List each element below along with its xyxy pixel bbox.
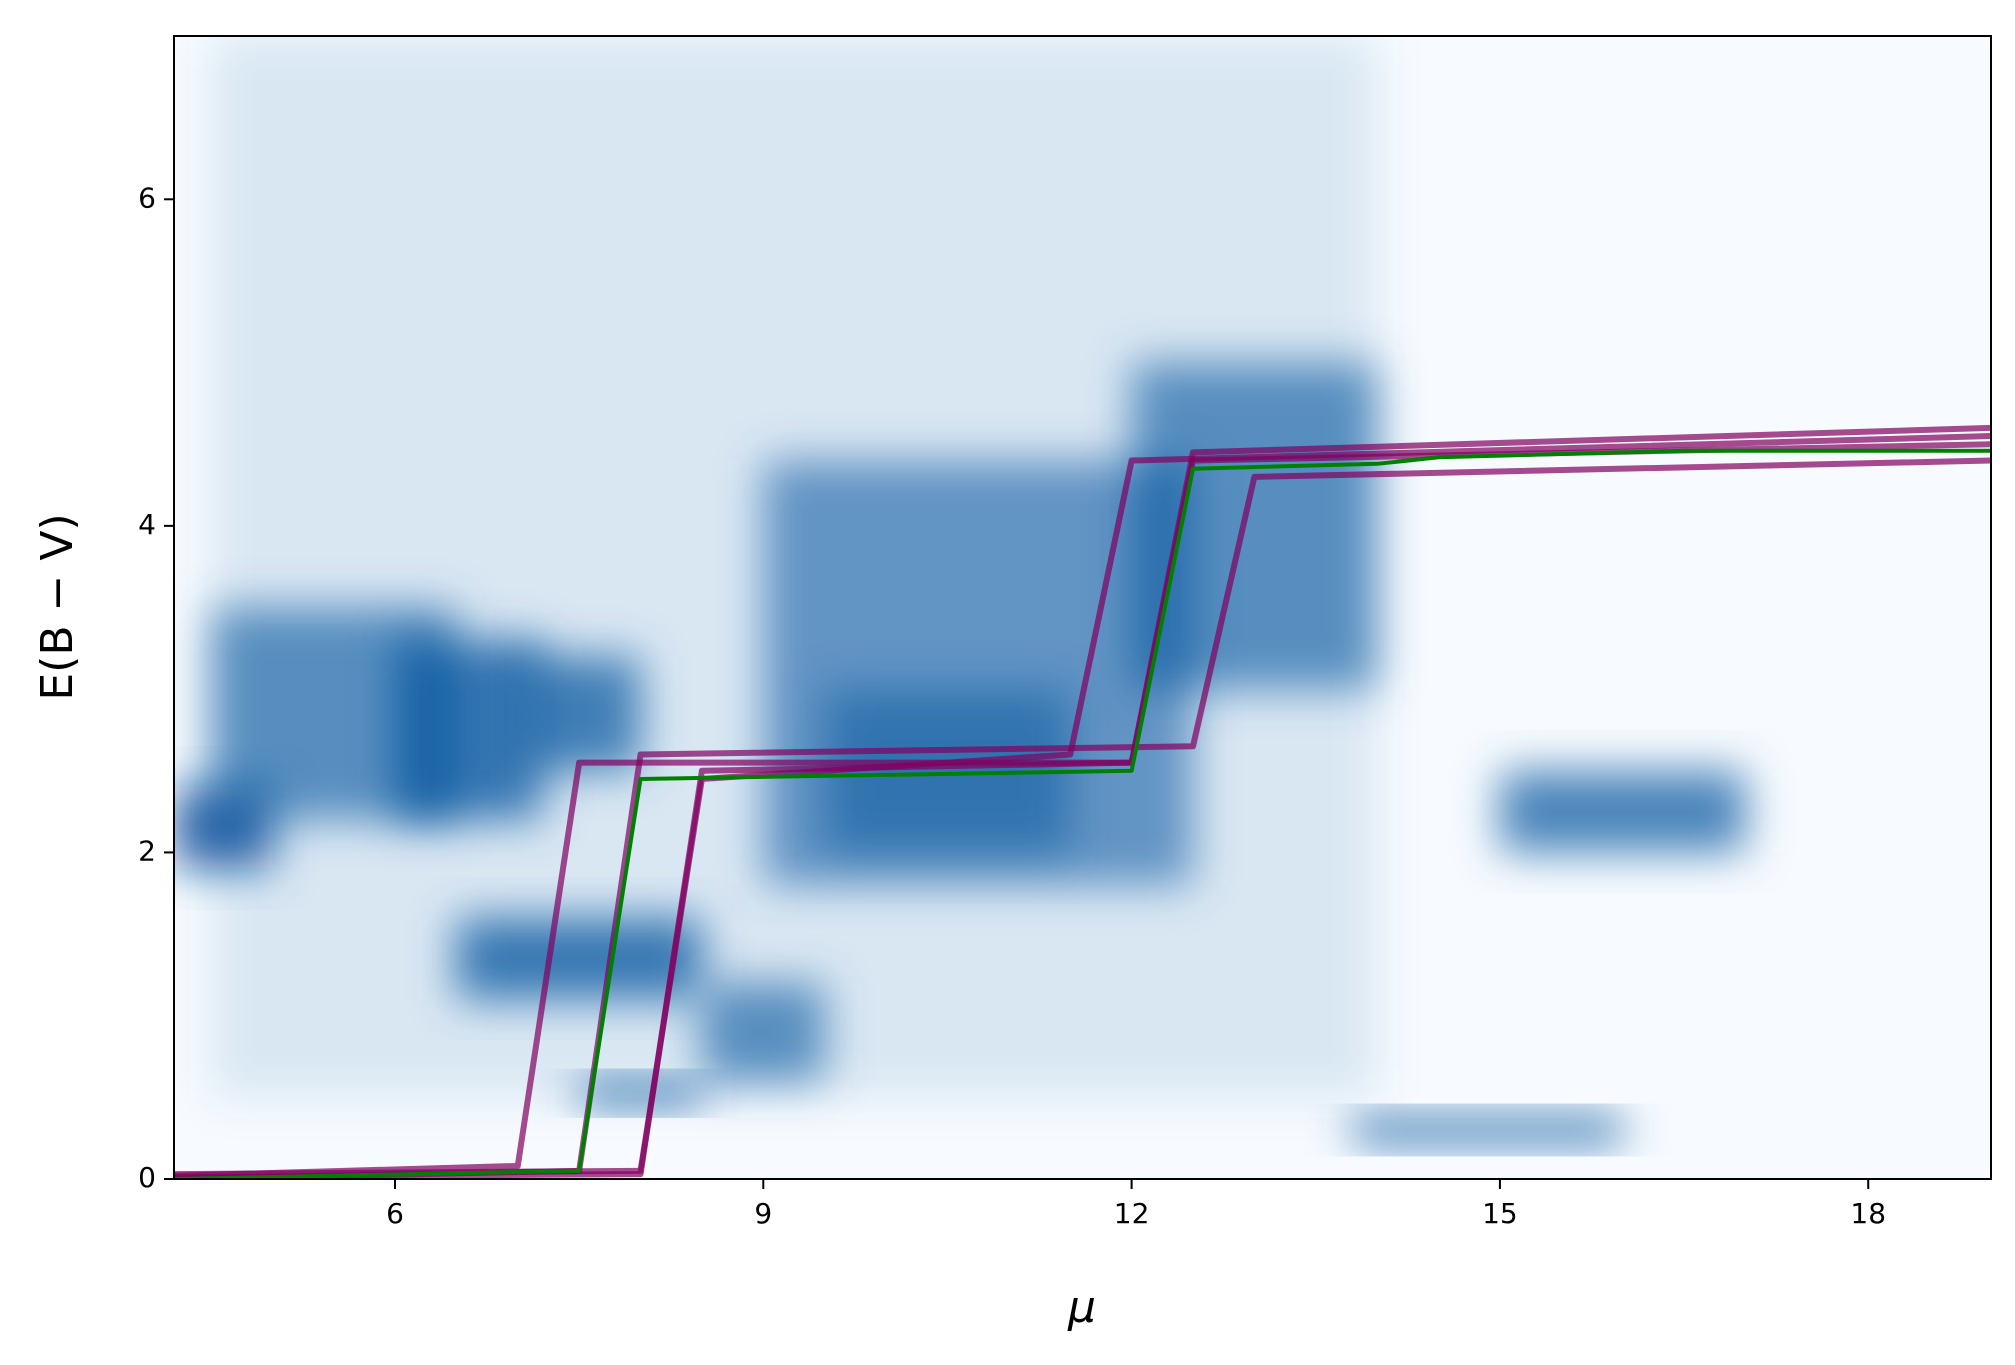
density-region xyxy=(1499,770,1746,853)
line-series xyxy=(174,424,1991,1179)
x-axis-label: μ xyxy=(1067,1282,1096,1333)
x-tick-label: 18 xyxy=(1850,1197,1886,1230)
density-region xyxy=(394,640,543,820)
line-series xyxy=(174,448,1991,1179)
y-tick-label: 6 xyxy=(138,181,156,214)
density-region xyxy=(1352,1116,1623,1144)
x-tick-label: 6 xyxy=(386,1197,404,1230)
plot-frame xyxy=(173,35,1992,1180)
line-layer xyxy=(174,424,1991,1179)
density-region xyxy=(701,983,825,1082)
x-tick-label: 15 xyxy=(1482,1197,1518,1230)
x-tick-label: 12 xyxy=(1114,1197,1150,1230)
density-region xyxy=(456,917,702,1000)
y-tick-label: 2 xyxy=(138,834,156,867)
density-region xyxy=(517,656,641,771)
density-layer xyxy=(174,36,1746,1144)
y-tick-label: 0 xyxy=(138,1161,156,1194)
y-tick-label: 4 xyxy=(138,508,156,541)
density-region xyxy=(1131,362,1378,690)
y-axis-label: E(B − V) xyxy=(32,513,83,700)
density-region xyxy=(579,1081,702,1106)
x-tick-label: 9 xyxy=(754,1197,772,1230)
